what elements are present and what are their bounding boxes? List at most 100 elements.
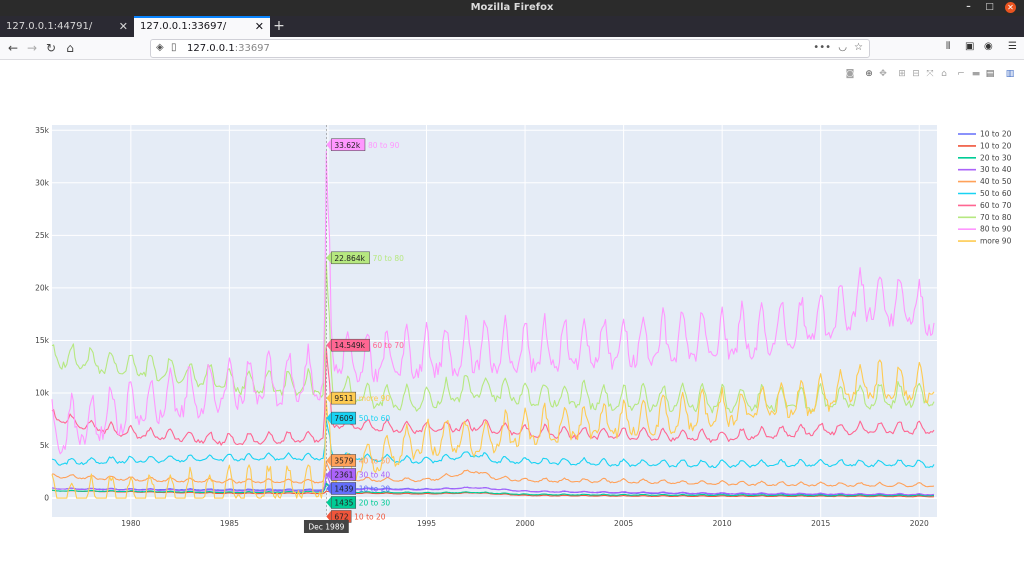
hover-layer: 33.62k 80 to 90 22.864k 70 to 80 14.549k 60 t… — [303, 125, 405, 533]
legend-item[interactable]: 80 to 90 — [958, 225, 1012, 234]
legend-label: 10 to 20 — [980, 141, 1012, 150]
plotly-logo-icon[interactable]: ▥ — [1005, 69, 1015, 79]
y-tick-label: 20k — [35, 283, 50, 292]
forward-icon[interactable]: → — [26, 41, 38, 55]
back-icon[interactable]: ← — [7, 41, 19, 55]
url-bar[interactable]: ◈ ▯ 127.0.0.1:33697 ••• ◡ ☆ — [150, 39, 870, 58]
series-line[interactable] — [51, 482, 934, 497]
hover-box — [331, 338, 370, 352]
series-line[interactable] — [51, 347, 935, 446]
legend-item[interactable]: 10 to 20 — [958, 130, 1012, 139]
page-icon[interactable]: ▯ — [171, 42, 177, 53]
legend-item[interactable]: 20 to 30 — [958, 153, 1012, 162]
hover-box — [331, 496, 357, 509]
hover-compare-icon[interactable]: ▤ — [985, 69, 995, 79]
hover-date-label: Dec 1989 — [308, 523, 344, 532]
tab-active[interactable]: 127.0.0.1:33697/ ✕ — [134, 16, 270, 37]
x-tick-label: 2020 — [910, 519, 929, 528]
hover-value: 672 — [334, 512, 349, 521]
y-tick-label: 25k — [35, 231, 50, 240]
tab-inactive[interactable]: 127.0.0.1:44791/ ✕ — [0, 16, 134, 37]
zoom-icon[interactable]: ⊕ — [865, 69, 873, 79]
spike-lines-icon[interactable]: ⌐ — [957, 69, 965, 79]
library-icon[interactable]: ⫴ — [946, 41, 951, 52]
hover-series-name: more 90 — [359, 394, 391, 403]
shield-icon[interactable]: ◈ — [156, 42, 164, 53]
autoscale-icon[interactable]: ⤧ — [926, 69, 934, 79]
zoom-in-icon[interactable]: ⊞ — [898, 69, 906, 79]
window-title: Mozilla Firefox — [470, 2, 554, 13]
x-tick-label: 2015 — [811, 519, 830, 528]
hover-closest-icon[interactable]: ▬ — [971, 69, 981, 79]
series-line[interactable] — [52, 460, 935, 488]
series-line[interactable] — [51, 418, 935, 469]
url-port: :33697 — [234, 43, 270, 54]
hover-value: 7609 — [334, 414, 353, 423]
menu-icon[interactable]: ☰ — [1008, 41, 1017, 52]
sidebar-icon[interactable]: ▣ — [965, 41, 975, 52]
x-tick-label: 1985 — [220, 519, 239, 528]
hover-series-name: 80 to 90 — [368, 141, 400, 150]
window-title-bar: Mozilla Firefox – □ ✕ — [0, 0, 1024, 16]
hover-box — [331, 391, 357, 405]
x-axis: 198019851990199520002005201020152020 — [121, 519, 929, 528]
legend-item[interactable]: more 90 — [958, 237, 1012, 246]
hover-value: 22.864k — [334, 254, 365, 263]
zoom-out-icon[interactable]: ⊟ — [912, 69, 920, 79]
close-tab-icon[interactable]: ✕ — [254, 20, 264, 33]
account-icon[interactable]: ◉ — [984, 41, 993, 52]
camera-icon[interactable]: ◙ — [845, 69, 855, 79]
hover-series-name: 20 to 30 — [359, 498, 391, 507]
y-tick-label: 15k — [35, 336, 50, 345]
url-host: 127.0.0.1 — [187, 43, 235, 54]
series-line[interactable] — [51, 473, 935, 496]
reset-axes-icon[interactable]: ⌂ — [941, 69, 947, 79]
series-line[interactable] — [51, 489, 935, 498]
hover-box — [331, 411, 357, 425]
reload-icon[interactable]: ↻ — [45, 41, 57, 55]
new-tab-button[interactable]: + — [273, 18, 285, 34]
legend-label: 20 to 30 — [980, 153, 1012, 162]
hover-box — [331, 138, 366, 152]
page-actions-icon[interactable]: ••• — [813, 42, 831, 53]
hover-value: 33.62k — [334, 141, 360, 150]
hover-series-name: 10 to 20 — [354, 512, 386, 521]
legend-label: 10 to 20 — [980, 130, 1012, 139]
legend-label: 60 to 70 — [980, 201, 1012, 210]
close-window-icon[interactable]: ✕ — [1005, 2, 1016, 13]
hover-value: 1439 — [334, 484, 353, 493]
legend-item[interactable]: 50 to 60 — [958, 189, 1012, 198]
hover-pointer — [326, 339, 332, 352]
line-chart: 198019851990199520002005201020152020 05k… — [35, 125, 1012, 533]
hover-pointer — [326, 392, 332, 405]
legend-item[interactable]: 10 to 20 — [958, 141, 1012, 150]
close-tab-icon[interactable]: ✕ — [118, 20, 128, 33]
hover-value: 14.549k — [334, 341, 365, 350]
legend-item[interactable]: 60 to 70 — [958, 201, 1012, 210]
minimize-icon[interactable]: – — [966, 2, 971, 12]
hover-box — [331, 454, 357, 467]
hover-value: 2361 — [334, 470, 353, 479]
legend-item[interactable]: 40 to 50 — [958, 177, 1012, 186]
hover-pointer — [326, 482, 332, 495]
hover-value: 1435 — [334, 498, 353, 507]
bookmark-star-icon[interactable]: ☆ — [854, 42, 863, 53]
pan-icon[interactable]: ✥ — [879, 69, 887, 79]
legend-item[interactable]: 70 to 80 — [958, 213, 1012, 222]
hover-value: 3579 — [334, 456, 353, 465]
hover-value: 9511 — [334, 394, 353, 403]
y-tick-label: 0 — [44, 494, 49, 503]
x-tick-label: 2010 — [713, 519, 732, 528]
hover-series-name: 70 to 80 — [373, 254, 405, 263]
tab-label: 127.0.0.1:44791/ — [6, 21, 93, 32]
pocket-icon[interactable]: ◡ — [838, 42, 847, 53]
series-line[interactable] — [51, 359, 935, 499]
y-tick-label: 30k — [35, 178, 50, 187]
hover-box — [331, 468, 357, 481]
series-line[interactable] — [51, 150, 935, 455]
legend-item[interactable]: 30 to 40 — [958, 165, 1012, 174]
home-icon[interactable]: ⌂ — [66, 41, 74, 55]
maximize-icon[interactable]: □ — [985, 2, 994, 12]
legend-label: 50 to 60 — [980, 189, 1012, 198]
y-tick-label: 10k — [35, 388, 50, 397]
